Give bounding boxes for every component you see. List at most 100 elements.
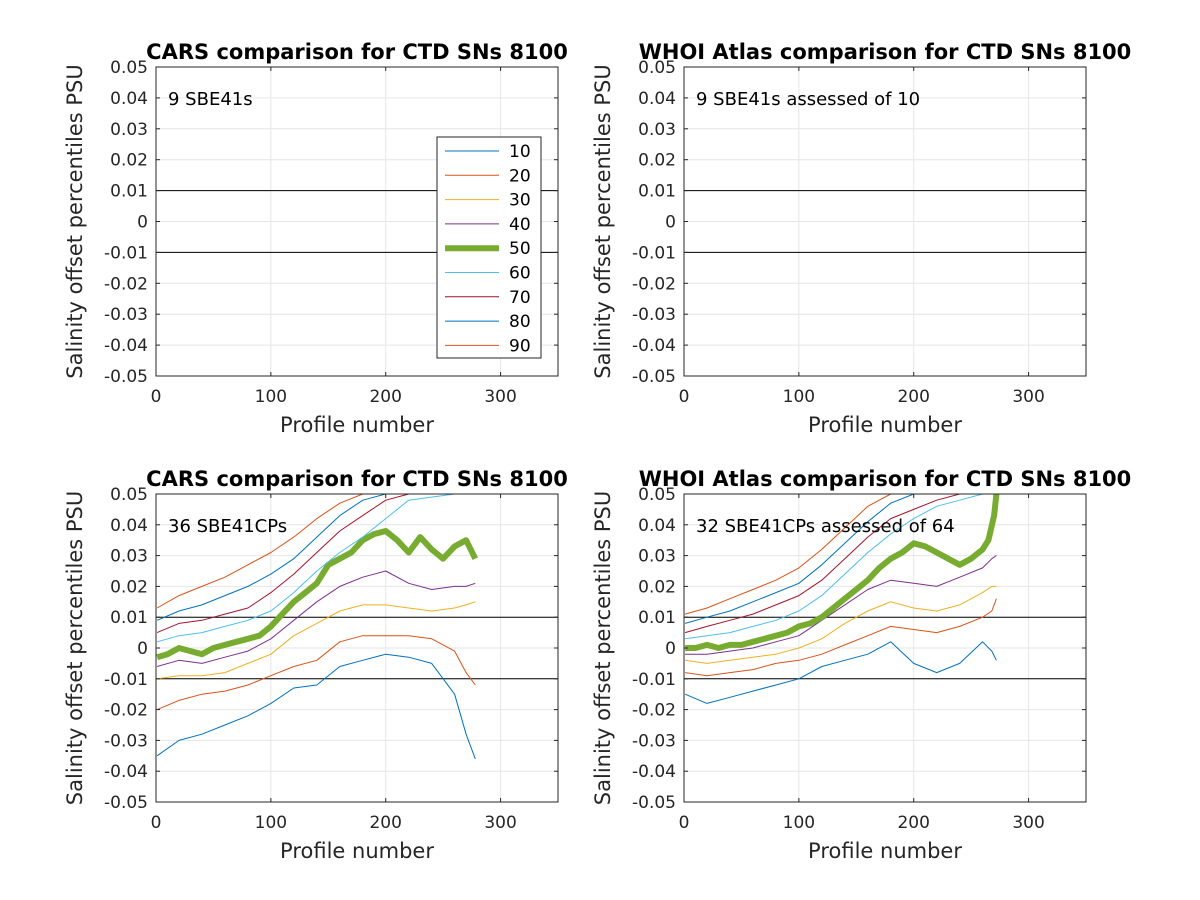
y-tick-label: -0.04 xyxy=(104,336,148,356)
panel-annotation: 36 SBE41CPs xyxy=(168,516,287,537)
chart-panel-cars-bottom: 0 100 200 300 -0.05 -0.04 -0.03 -0.02 -0.01 0 0.01… xyxy=(63,467,568,863)
y-tick-label: 0.01 xyxy=(638,182,676,202)
y-tick-label: -0.03 xyxy=(632,305,676,325)
series-line-40 xyxy=(156,570,476,667)
x-tick-label: 300 xyxy=(484,813,516,833)
legend-label-30: 30 xyxy=(509,191,531,211)
series-line-30 xyxy=(685,585,997,664)
chart-title: WHOI Atlas comparison for CTD SNs 8100 xyxy=(639,40,1132,64)
series-line-30 xyxy=(157,601,476,680)
series-line-10 xyxy=(156,653,476,760)
legend-label-20: 20 xyxy=(509,166,531,186)
y-tick-label: -0.05 xyxy=(632,793,676,813)
y-tick-label: 0 xyxy=(665,213,676,233)
y-axis-label: Salinity offset percentiles PSU xyxy=(63,491,87,805)
x-tick-label: 200 xyxy=(369,387,401,407)
x-tick-label: 200 xyxy=(897,813,929,833)
chart-title: WHOI Atlas comparison for CTD SNs 8100 xyxy=(639,467,1132,491)
x-tick-label: 100 xyxy=(783,387,815,407)
y-tick-label: 0 xyxy=(137,213,148,233)
y-tick-label: 0.02 xyxy=(638,577,676,597)
legend-label-40: 40 xyxy=(509,215,531,235)
y-tick-label: -0.03 xyxy=(104,305,148,325)
legend-label-80: 80 xyxy=(509,312,531,332)
y-tick-label: -0.03 xyxy=(104,731,148,751)
series-line-40 xyxy=(685,555,997,655)
y-axis-label: Salinity offset percentiles PSU xyxy=(591,64,615,378)
y-tick-label: 0 xyxy=(137,639,148,659)
y-tick-label: -0.01 xyxy=(104,243,148,263)
y-tick-label: -0.01 xyxy=(632,670,676,690)
y-tick-label: -0.02 xyxy=(632,701,676,721)
y-tick-label: -0.04 xyxy=(104,762,148,782)
x-tick-label: 0 xyxy=(151,813,162,833)
series-line-90 xyxy=(684,494,997,615)
y-tick-label: 0.04 xyxy=(110,89,148,109)
y-tick-label: 0.04 xyxy=(110,516,148,536)
y-axis-label: Salinity offset percentiles PSU xyxy=(591,491,615,805)
x-tick-label: 300 xyxy=(1012,387,1044,407)
y-tick-label: 0.05 xyxy=(638,485,676,505)
y-tick-label: 0.03 xyxy=(638,120,676,140)
x-axis-label: Profile number xyxy=(808,413,962,437)
x-axis-label: Profile number xyxy=(280,413,434,437)
x-tick-label: 0 xyxy=(151,387,162,407)
legend-label-60: 60 xyxy=(509,264,531,284)
series-line-10 xyxy=(684,641,997,704)
y-tick-label: 0.05 xyxy=(110,58,148,78)
series-line-90 xyxy=(156,494,476,609)
legend-label-70: 70 xyxy=(509,288,531,308)
panel-annotation: 9 SBE41s assessed of 10 xyxy=(696,89,920,110)
x-axis-label: Profile number xyxy=(808,839,962,863)
x-tick-label: 200 xyxy=(897,387,929,407)
series-line-60 xyxy=(685,494,997,640)
series-line-70 xyxy=(156,494,476,634)
x-tick-label: 300 xyxy=(484,387,516,407)
y-axis-label: Salinity offset percentiles PSU xyxy=(63,64,87,378)
y-tick-label: 0.01 xyxy=(110,182,148,202)
y-tick-label: -0.05 xyxy=(104,793,148,813)
y-tick-label: 0.03 xyxy=(110,120,148,140)
chart-panel-cars-top: 0 100 200 300 -0.05 -0.04 -0.03 -0.02 -0.01 0 0.01… xyxy=(63,40,568,437)
chart-title: CARS comparison for CTD SNs 8100 xyxy=(146,40,568,64)
series-line-20 xyxy=(685,598,997,677)
legend-label-90: 90 xyxy=(509,336,531,356)
chart-title: CARS comparison for CTD SNs 8100 xyxy=(146,467,568,491)
y-tick-label: -0.02 xyxy=(104,274,148,294)
y-tick-label: -0.03 xyxy=(632,731,676,751)
panel-annotation: 9 SBE41s xyxy=(168,89,253,110)
y-tick-label: -0.04 xyxy=(632,336,676,356)
y-tick-label: 0.04 xyxy=(638,89,676,109)
series-group xyxy=(156,494,478,760)
chart-panel-whoi-bottom: 0 100 200 300 -0.05 -0.04 -0.03 -0.02 -0.01 0 0.01… xyxy=(591,467,1131,863)
y-tick-label: 0.05 xyxy=(110,485,148,505)
x-tick-label: 0 xyxy=(679,813,690,833)
y-tick-label: -0.05 xyxy=(104,367,148,387)
y-tick-label: -0.01 xyxy=(632,243,676,263)
x-axis-label: Profile number xyxy=(280,839,434,863)
legend-label-10: 10 xyxy=(509,142,531,162)
y-tick-label: -0.02 xyxy=(104,701,148,721)
series-line-80 xyxy=(156,494,476,621)
x-tick-label: 200 xyxy=(369,813,401,833)
series-line-80 xyxy=(684,494,997,624)
y-tick-label: 0.03 xyxy=(638,547,676,567)
y-tick-label: 0.05 xyxy=(638,58,676,78)
y-tick-label: -0.04 xyxy=(632,762,676,782)
x-tick-label: 100 xyxy=(783,813,815,833)
y-tick-label: 0.02 xyxy=(638,151,676,171)
series-line-70 xyxy=(684,494,997,634)
x-tick-label: 0 xyxy=(679,387,690,407)
y-tick-label: 0.01 xyxy=(638,608,676,628)
y-tick-label: -0.01 xyxy=(104,670,148,690)
y-tick-label: 0.01 xyxy=(110,608,148,628)
series-line-60 xyxy=(156,494,476,643)
legend-label-50: 50 xyxy=(509,239,531,259)
series-group xyxy=(684,494,1000,704)
series-line-20 xyxy=(156,635,476,711)
y-tick-label: 0.04 xyxy=(638,516,676,536)
y-tick-label: 0.02 xyxy=(110,151,148,171)
y-tick-label: 0.03 xyxy=(110,547,148,567)
x-tick-label: 100 xyxy=(255,813,287,833)
